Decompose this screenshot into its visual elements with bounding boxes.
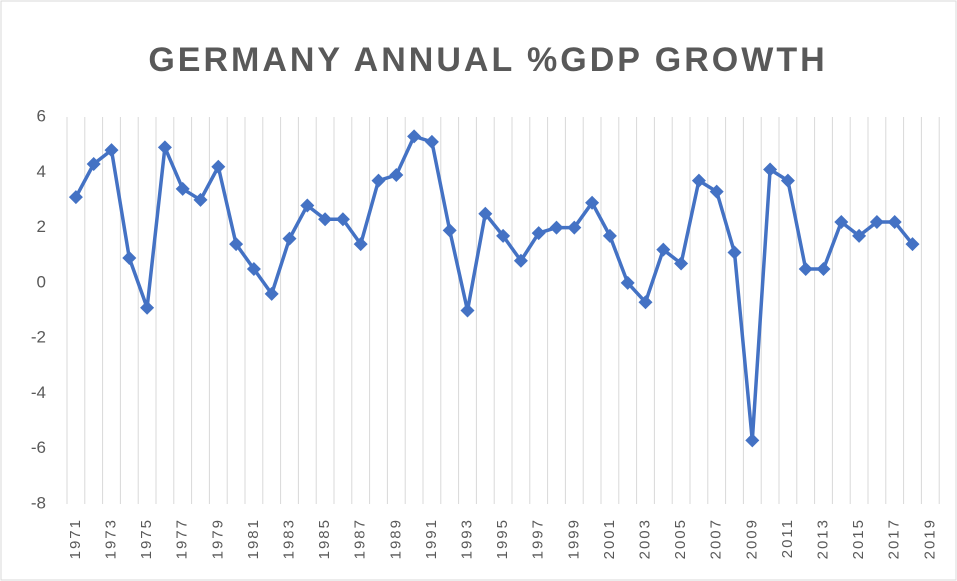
data-point [335, 212, 350, 227]
y-tick-label: -2 [31, 328, 46, 347]
x-tick-label: 1977 [174, 518, 191, 559]
y-tick-label: 2 [37, 217, 46, 236]
x-tick-label: 1985 [316, 518, 333, 559]
data-point [353, 237, 368, 252]
data-point [122, 250, 137, 265]
x-tick-label: 1973 [102, 518, 119, 559]
x-tick-label: 1995 [494, 518, 511, 559]
data-point [709, 184, 724, 199]
data-point [407, 129, 422, 144]
data-point [68, 190, 83, 205]
data-point [585, 195, 600, 210]
x-tick-label: 1993 [458, 518, 475, 559]
data-point [318, 212, 333, 227]
y-tick-label: -6 [31, 438, 46, 457]
data-point [852, 228, 867, 243]
y-tick-label: -4 [31, 383, 46, 402]
x-tick-label: 1997 [530, 518, 547, 559]
chart-title: GERMANY ANNUAL %GDP GROWTH [148, 41, 827, 79]
x-tick-label: 1983 [280, 518, 297, 559]
data-point [86, 156, 101, 171]
data-point [602, 228, 617, 243]
x-tick-label: 1999 [565, 518, 582, 559]
data-point [300, 198, 315, 213]
data-point [869, 215, 884, 230]
data-point [478, 206, 493, 221]
x-tick-label: 2003 [636, 518, 653, 559]
data-point [513, 253, 528, 268]
data-point [567, 220, 582, 235]
data-point [549, 220, 564, 235]
data-point [193, 192, 208, 207]
data-point [496, 228, 511, 243]
data-point [104, 143, 119, 158]
data-point [157, 140, 172, 155]
x-tick-label: 2011 [779, 518, 796, 558]
y-tick-label: 0 [37, 272, 46, 291]
data-point [229, 237, 244, 252]
x-tick-label: 1989 [387, 518, 404, 559]
data-point [816, 262, 831, 277]
x-tick-label: 1991 [423, 518, 440, 559]
x-tick-label: 2005 [672, 518, 689, 559]
data-point [282, 231, 297, 246]
x-tick-label: 2019 [921, 518, 938, 559]
y-tick-label: 6 [37, 106, 46, 125]
data-point [211, 159, 226, 174]
data-point [389, 168, 404, 183]
x-tick-label: 2013 [814, 518, 831, 559]
data-point [905, 237, 920, 252]
x-tick-label: 2001 [601, 518, 618, 559]
data-point [763, 162, 778, 177]
x-tick-label: 1979 [209, 518, 226, 559]
data-point [371, 173, 386, 188]
x-tick-label: 2017 [886, 518, 903, 559]
data-point [745, 433, 760, 448]
x-tick-label: 1981 [245, 518, 262, 559]
data-point [531, 226, 546, 241]
x-tick-label: 2007 [708, 518, 725, 559]
x-tick-label: 1987 [352, 518, 369, 559]
x-tick-label: 2015 [850, 518, 867, 559]
data-point [674, 256, 689, 271]
data-point [638, 295, 653, 310]
y-tick-label: -8 [31, 493, 46, 512]
data-point [887, 215, 902, 230]
data-point [780, 173, 795, 188]
data-point [175, 181, 190, 196]
x-tick-label: 2009 [743, 518, 760, 559]
data-point [620, 275, 635, 290]
data-point [424, 134, 439, 149]
data-point [834, 215, 849, 230]
data-point [656, 242, 671, 257]
data-point [246, 262, 261, 277]
y-tick-label: 4 [37, 162, 46, 181]
data-point [460, 303, 475, 318]
data-point [727, 245, 742, 260]
data-point [691, 173, 706, 188]
data-point [264, 286, 279, 301]
data-point [140, 300, 155, 315]
x-tick-label: 1975 [138, 518, 155, 559]
x-tick-label: 1971 [67, 518, 84, 559]
data-point [442, 223, 457, 238]
data-point [798, 262, 813, 277]
